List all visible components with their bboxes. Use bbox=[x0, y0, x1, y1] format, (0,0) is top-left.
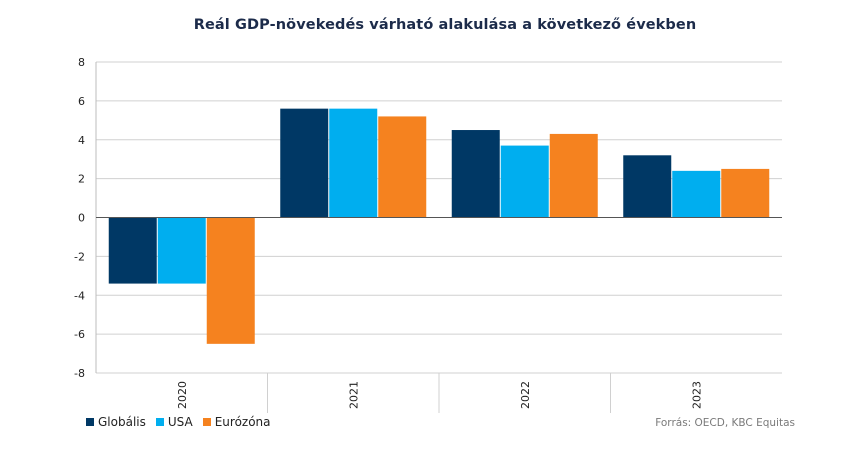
legend-swatch-eurozona bbox=[202, 418, 211, 426]
y-tick-label: -2 bbox=[74, 250, 85, 263]
bar bbox=[329, 108, 378, 218]
legend-item-eurozona: Eurózóna bbox=[202, 415, 271, 429]
bar bbox=[280, 108, 329, 218]
bar bbox=[108, 217, 157, 284]
bar bbox=[623, 155, 672, 218]
legend-label-globalis: Globális bbox=[98, 415, 146, 429]
legend-swatch-usa bbox=[155, 418, 164, 426]
bar bbox=[721, 168, 770, 218]
y-tick-label: 8 bbox=[78, 56, 85, 69]
y-tick-label: 0 bbox=[78, 212, 85, 225]
bar bbox=[672, 170, 721, 218]
bar bbox=[451, 130, 500, 218]
bar bbox=[549, 133, 598, 218]
source-note: Forrás: OECD, KBC Equitas bbox=[655, 417, 795, 429]
y-tick-label: -8 bbox=[74, 367, 85, 380]
x-tick-label: 2020 bbox=[176, 381, 189, 409]
y-tick-label: 6 bbox=[78, 95, 85, 108]
chart-title: Reál GDP-növekedés várható alakulása a k… bbox=[193, 17, 697, 33]
x-tick-label: 2022 bbox=[519, 381, 532, 409]
y-tick-label: -4 bbox=[74, 289, 85, 302]
legend: Globális USA Eurózóna bbox=[86, 415, 281, 429]
legend-item-usa: USA bbox=[155, 415, 193, 429]
bar bbox=[500, 145, 549, 218]
y-tick-label: 4 bbox=[78, 134, 85, 147]
x-tick-label: 2021 bbox=[347, 381, 360, 409]
y-tick-label: 2 bbox=[78, 173, 85, 186]
bar bbox=[206, 217, 255, 344]
legend-label-eurozona: Eurózóna bbox=[214, 415, 271, 429]
x-tick-label: 2023 bbox=[690, 381, 703, 409]
legend-item-globalis: Globális bbox=[86, 415, 146, 429]
y-tick-label: -6 bbox=[74, 328, 85, 341]
bar bbox=[157, 217, 206, 284]
bar bbox=[378, 116, 427, 218]
legend-label-usa: USA bbox=[167, 415, 193, 429]
legend-swatch-globalis bbox=[86, 418, 94, 426]
